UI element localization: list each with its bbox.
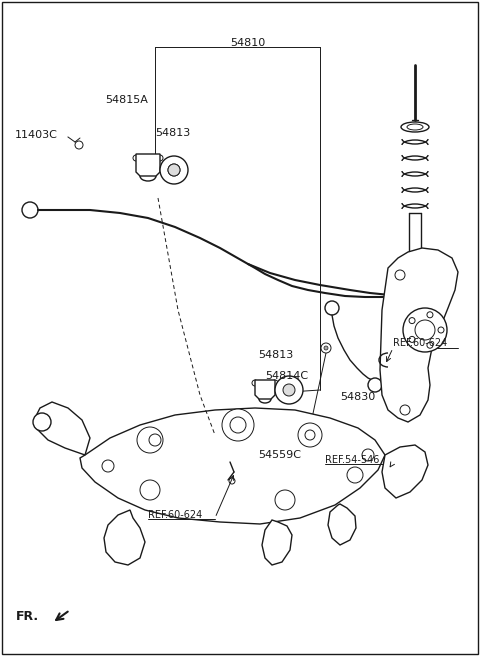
Text: 54830: 54830	[340, 392, 375, 402]
Polygon shape	[328, 504, 356, 545]
Circle shape	[33, 413, 51, 431]
Text: 54810: 54810	[230, 38, 265, 48]
Text: 54559C: 54559C	[258, 450, 301, 460]
Circle shape	[22, 202, 38, 218]
Circle shape	[75, 141, 83, 149]
Polygon shape	[80, 408, 385, 524]
Circle shape	[102, 460, 114, 472]
Circle shape	[275, 490, 295, 510]
Circle shape	[395, 270, 405, 280]
Circle shape	[427, 342, 433, 348]
Text: REF.54-546: REF.54-546	[325, 455, 379, 465]
Text: FR.: FR.	[16, 610, 39, 623]
Polygon shape	[380, 248, 458, 422]
Circle shape	[149, 434, 161, 446]
Ellipse shape	[407, 124, 423, 130]
Text: 54813: 54813	[155, 128, 190, 138]
Circle shape	[140, 480, 160, 500]
Text: 54813: 54813	[258, 350, 293, 360]
Circle shape	[157, 155, 163, 161]
Ellipse shape	[401, 122, 429, 132]
Text: 54814C: 54814C	[265, 371, 308, 381]
Circle shape	[368, 378, 382, 392]
Circle shape	[305, 430, 315, 440]
Circle shape	[168, 164, 180, 176]
Circle shape	[272, 380, 278, 386]
Polygon shape	[35, 402, 90, 455]
Circle shape	[427, 312, 433, 318]
Circle shape	[229, 478, 235, 484]
Circle shape	[283, 384, 295, 396]
Text: 54815A: 54815A	[105, 95, 148, 105]
Polygon shape	[262, 520, 292, 565]
Circle shape	[362, 449, 374, 461]
Circle shape	[222, 409, 254, 441]
Circle shape	[409, 337, 415, 342]
Text: REF.60-624: REF.60-624	[148, 510, 202, 520]
Circle shape	[275, 376, 303, 404]
Circle shape	[325, 301, 339, 315]
Circle shape	[252, 380, 258, 386]
Circle shape	[298, 423, 322, 447]
Polygon shape	[136, 154, 160, 176]
Text: 11403C: 11403C	[15, 130, 58, 140]
Circle shape	[403, 308, 447, 352]
Circle shape	[409, 318, 415, 323]
Circle shape	[160, 156, 188, 184]
Circle shape	[438, 327, 444, 333]
Text: REF.60-624: REF.60-624	[393, 338, 447, 348]
Polygon shape	[104, 510, 145, 565]
Circle shape	[347, 467, 363, 483]
Circle shape	[321, 343, 331, 353]
Circle shape	[133, 155, 139, 161]
Circle shape	[137, 427, 163, 453]
Circle shape	[168, 164, 180, 176]
Polygon shape	[255, 380, 275, 399]
Circle shape	[400, 405, 410, 415]
Circle shape	[230, 417, 246, 433]
Circle shape	[324, 346, 328, 350]
Circle shape	[415, 320, 435, 340]
Polygon shape	[382, 445, 428, 498]
